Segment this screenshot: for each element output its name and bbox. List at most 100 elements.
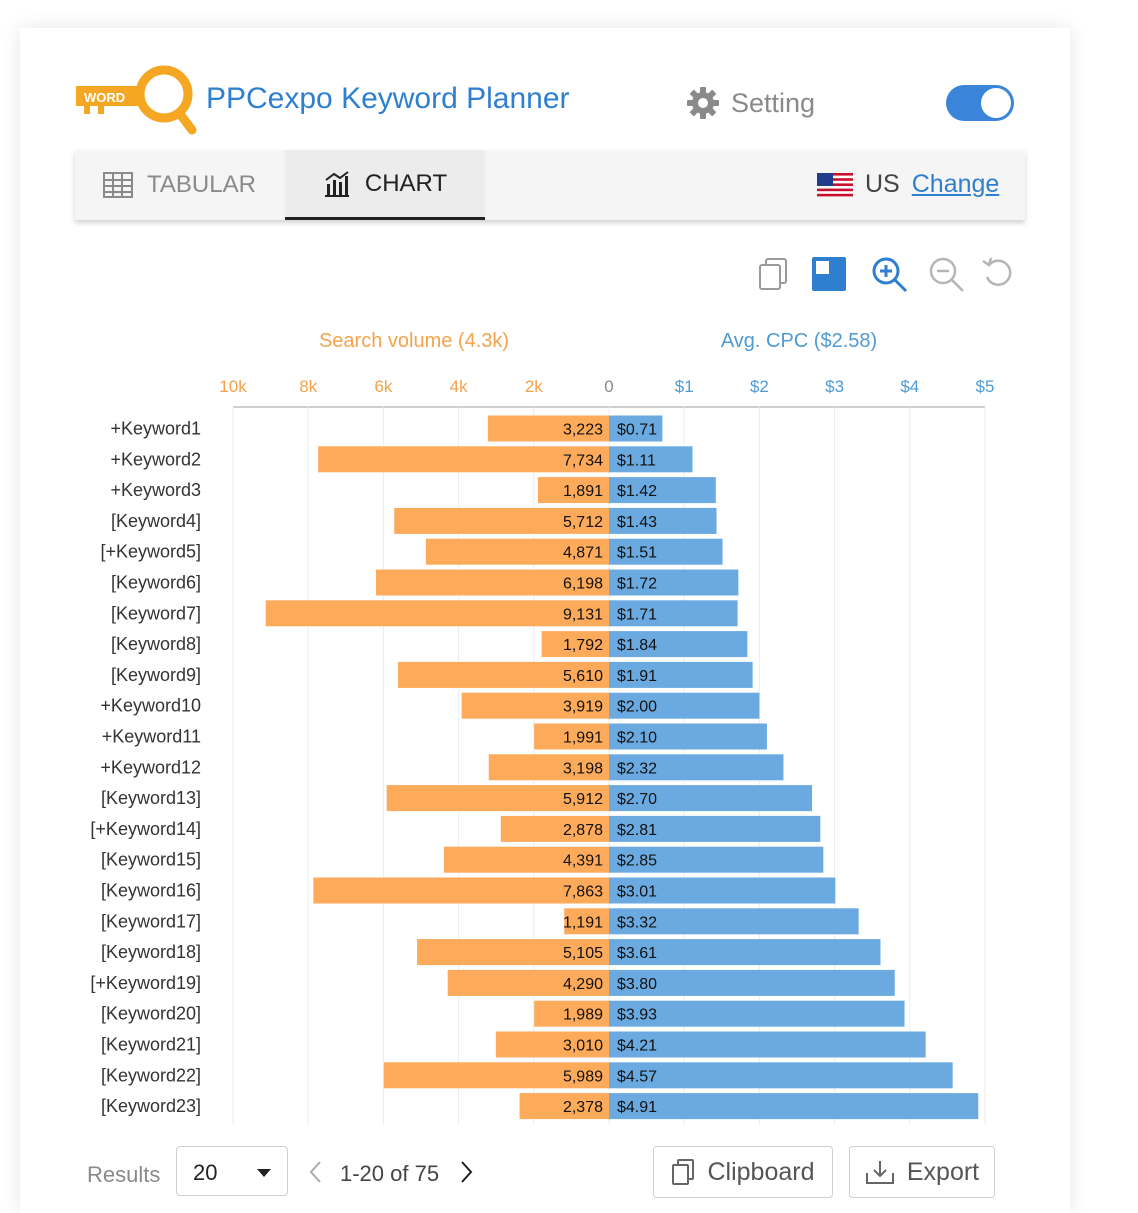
search-volume-value-label: 5,105 — [563, 945, 603, 962]
search-volume-value-label: 5,712 — [563, 514, 603, 531]
left-tick-label: 8k — [299, 377, 317, 396]
search-volume-value-label: 1,792 — [563, 637, 603, 654]
reset-icon[interactable] — [979, 255, 1017, 293]
keyword-label: +Keyword2 — [110, 449, 201, 469]
keyword-label: [+Keyword5] — [100, 542, 201, 562]
page-range: 1-20 of 75 — [340, 1161, 440, 1186]
avg-cpc-value-label: $4.91 — [617, 1099, 657, 1116]
search-volume-bar — [394, 507, 609, 534]
avg-cpc-bar — [609, 846, 824, 873]
zoom-in-icon[interactable] — [870, 255, 908, 293]
export-label: Export — [906, 1157, 980, 1186]
avg-cpc-bar — [609, 1031, 926, 1058]
avg-cpc-value-label: $1.43 — [617, 514, 657, 531]
search-volume-value-label: 3,010 — [563, 1038, 603, 1055]
search-volume-value-label: 3,198 — [563, 760, 603, 777]
clipboard-icon — [672, 1159, 695, 1185]
search-volume-value-label: 1,991 — [563, 730, 603, 747]
avg-cpc-value-label: $4.21 — [617, 1038, 657, 1055]
keyword-label: [Keyword4] — [111, 511, 201, 531]
setting-button[interactable]: Setting — [685, 84, 815, 122]
left-tick-label: 2k — [525, 377, 543, 396]
tab-tabular[interactable]: TABULAR — [103, 150, 256, 220]
keyword-label: [Keyword21] — [101, 1035, 201, 1055]
results-label: Results — [87, 1162, 161, 1187]
key-logo-icon: WORD — [76, 65, 197, 135]
avg-cpc-bar — [609, 785, 813, 812]
search-volume-bar — [417, 939, 609, 966]
avg-cpc-value-label: $1.11 — [617, 452, 656, 469]
search-volume-value-label: 3,223 — [563, 422, 603, 439]
view-tab-bar: TABULAR CHART US Change — [75, 150, 1025, 220]
avg-cpc-bar — [609, 692, 760, 719]
app-title: PPCexpo Keyword Planner — [206, 82, 570, 115]
page-size-select[interactable]: 20 — [176, 1146, 288, 1196]
avg-cpc-bar — [609, 569, 739, 596]
copy-icon[interactable] — [755, 255, 793, 293]
caret-down-icon — [257, 1169, 271, 1177]
left-tick-label: 10k — [219, 377, 247, 396]
avg-cpc-bar — [609, 939, 881, 966]
keyword-label: [Keyword16] — [101, 881, 201, 901]
logo-text: WORD — [84, 90, 125, 105]
avg-cpc-value-label: $2.10 — [617, 730, 657, 747]
avg-cpc-bar — [609, 969, 895, 996]
keyword-label: [Keyword8] — [111, 634, 201, 654]
avg-cpc-value-label: $0.71 — [617, 422, 657, 439]
us-flag-icon — [817, 172, 853, 197]
chevron-right-icon[interactable] — [456, 1158, 476, 1186]
search-volume-bar — [398, 661, 609, 688]
avg-cpc-bar — [609, 661, 753, 688]
search-volume-bar — [318, 446, 609, 473]
search-volume-bar — [386, 785, 609, 812]
toggle-knob — [981, 88, 1011, 118]
avg-cpc-value-label: $3.61 — [617, 945, 657, 962]
avg-cpc-bar — [609, 723, 767, 750]
change-country-link[interactable]: Change — [911, 170, 1000, 198]
avg-cpc-bar — [609, 908, 859, 935]
search-volume-value-label: 3,919 — [563, 699, 603, 716]
table-icon — [103, 172, 133, 198]
export-button[interactable]: Export — [849, 1146, 995, 1198]
search-volume-bar — [425, 538, 609, 565]
keyword-label: +Keyword12 — [100, 757, 201, 777]
country-selector: US Change — [817, 170, 999, 199]
avg-cpc-bar — [609, 477, 716, 504]
search-volume-bar — [537, 477, 609, 504]
keyword-label: +Keyword11 — [102, 727, 201, 747]
clipboard-button[interactable]: Clipboard — [653, 1146, 833, 1198]
right-tick-label: $4 — [900, 377, 919, 396]
avg-cpc-value-label: $1.91 — [617, 668, 657, 685]
avg-cpc-bar — [609, 1000, 905, 1027]
chevron-left-icon[interactable] — [306, 1158, 326, 1186]
search-volume-value-label: 1,191 — [563, 914, 603, 931]
search-volume-value-label: 4,391 — [563, 853, 603, 870]
square-icon[interactable] — [810, 255, 848, 293]
keyword-label: +Keyword10 — [100, 696, 201, 716]
left-tick-label: 6k — [374, 377, 392, 396]
keyword-label: [+Keyword14] — [90, 819, 201, 839]
avg-cpc-bar — [609, 538, 723, 565]
left-tick-label: 0 — [604, 377, 613, 396]
setting-label: Setting — [731, 87, 816, 118]
avg-cpc-value-label: $2.32 — [617, 760, 657, 777]
search-volume-value-label: 1,891 — [563, 483, 603, 500]
search-volume-value-label: 5,989 — [563, 1068, 603, 1085]
keyword-label: +Keyword1 — [110, 419, 201, 439]
avg-cpc-bar — [609, 631, 748, 658]
avg-cpc-value-label: $2.85 — [617, 853, 657, 870]
keyword-label: +Keyword3 — [110, 480, 201, 500]
toggle-switch[interactable] — [946, 85, 1014, 121]
right-tick-label: $2 — [750, 377, 769, 396]
keyword-label: [Keyword13] — [101, 788, 201, 808]
keyword-label: [Keyword22] — [101, 1065, 201, 1085]
avg-cpc-value-label: $1.51 — [617, 545, 657, 562]
zoom-out-icon[interactable] — [927, 255, 965, 293]
search-volume-value-label: 4,290 — [563, 976, 603, 993]
tab-chart[interactable]: CHART — [285, 150, 485, 220]
keyword-label: [Keyword18] — [101, 942, 201, 962]
search-volume-bar — [443, 846, 609, 873]
avg-cpc-bar — [609, 754, 784, 781]
search-volume-bar — [487, 415, 609, 442]
avg-cpc-value-label: $3.80 — [617, 976, 657, 993]
